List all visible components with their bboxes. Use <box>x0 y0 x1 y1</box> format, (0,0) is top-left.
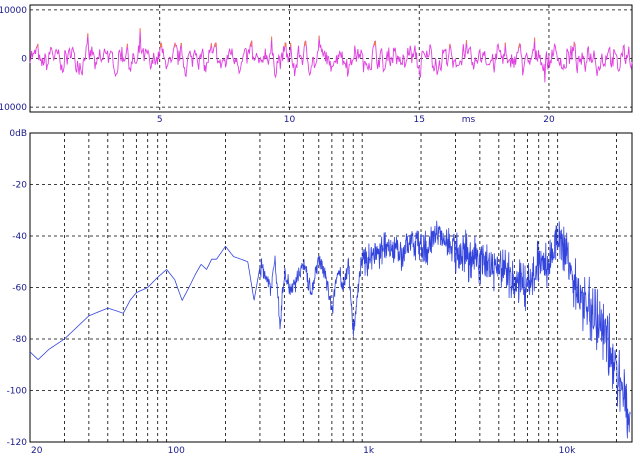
waveform-series-line <box>29 28 633 83</box>
spectrum-y-tick-label: -80 <box>12 335 27 345</box>
spectrum-series-line <box>29 220 631 439</box>
waveform-y-tick-label: -10000 <box>0 103 27 113</box>
spectrum-y-tick-label: -120 <box>7 438 28 448</box>
waveform-x-tick-label: 15 <box>413 115 424 125</box>
spectrum-y-tick-label: -100 <box>7 387 28 397</box>
waveform-y-tick-label: 10000 <box>0 6 27 16</box>
spectrum-x-tick-label: 100 <box>168 446 185 456</box>
waveform-x-tick-label: 20 <box>543 115 555 125</box>
waveform-x-tick-label: 10 <box>284 115 296 125</box>
spectrum-y-tick-label: -40 <box>12 232 27 242</box>
spectrum-x-tick-label: 1k <box>363 446 375 456</box>
spectrum-x-tick-label: 10k <box>559 446 576 456</box>
waveform-y-tick-label: 0 <box>21 55 27 65</box>
waveform-x-tick-label: 5 <box>157 115 163 125</box>
spectrum-y-tick-label: 0dB <box>9 129 27 139</box>
waveform-x-axis-unit: ms <box>462 115 476 125</box>
spectrum-y-tick-label: -60 <box>12 284 27 294</box>
spectrum-y-tick-label: -20 <box>12 181 27 191</box>
spectrum-x-tick-label: 20 <box>31 446 43 456</box>
waveform-chart: 10000 0 -10000 5 10 15 20 ms <box>0 4 633 125</box>
